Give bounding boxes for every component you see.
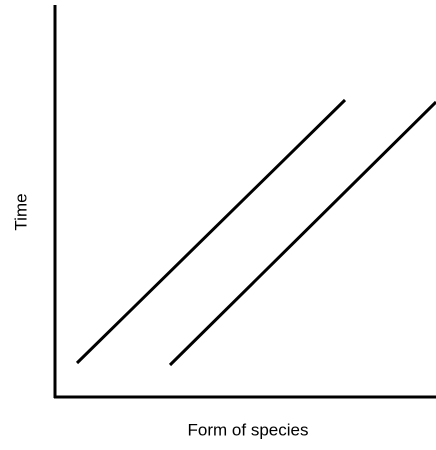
- species-line: [168, 100, 436, 367]
- x-axis-label: Form of species: [188, 420, 309, 439]
- y-axis-label: Time: [11, 193, 30, 230]
- species-line: [75, 98, 347, 365]
